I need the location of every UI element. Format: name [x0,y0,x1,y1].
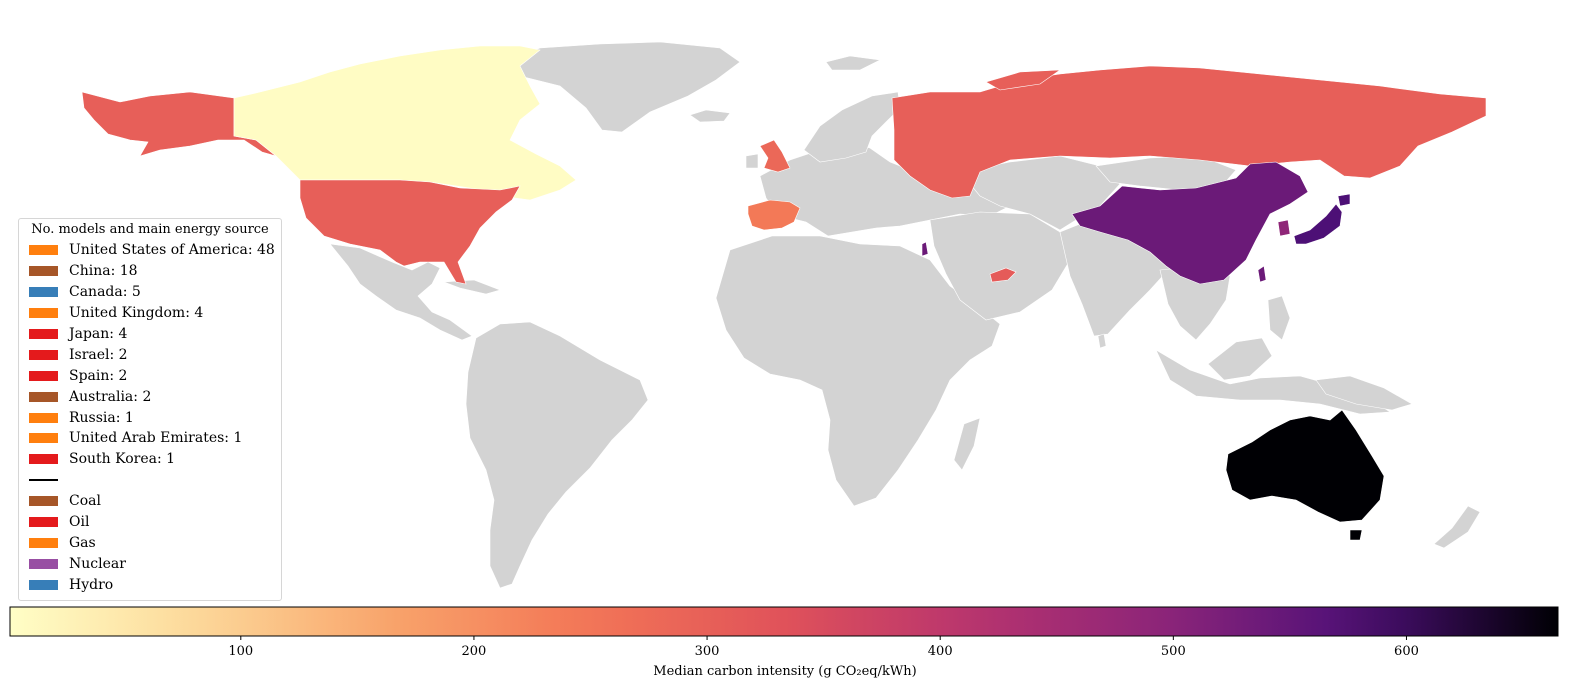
legend-source-swatch [29,579,58,590]
country-israel [921,241,929,257]
country-mexico-central-america [329,243,473,341]
legend-country-swatch [29,266,58,277]
legend-country-swatch [29,308,58,319]
legend-country-swatch [29,454,58,465]
country-south-america [465,321,649,589]
legend-source-label: Coal [69,493,101,510]
legend-country-swatch [29,287,58,298]
legend-source-entry: Nuclear [25,553,275,574]
colorbar: 100 200 300 400 500 600 [9,606,1559,659]
country-sri-lanka [1097,333,1107,349]
legend-country-entry: South Korea: 1 [25,449,275,470]
country-ireland [745,153,759,169]
legend-source-list: Coal Oil Gas Nuclear Hydro [25,491,275,595]
colorbar-tick-label: 400 [928,644,953,659]
country-russia [891,65,1487,199]
legend-country-label: Japan: 4 [69,326,128,342]
legend-country-label: Australia: 2 [69,388,152,405]
legend-country-entry: Spain: 2 [25,365,275,386]
country-svalbard [825,55,882,71]
legend-country-entry: Australia: 2 [25,386,275,407]
legend-country-list: United States of America: 48 China: 18 Can… [25,240,275,470]
landmasses [81,41,1487,589]
legend-title: No. models and main energy source [31,222,269,237]
legend-country-label: Canada: 5 [69,284,141,301]
country-australia [1225,409,1385,523]
country-south-korea [1277,219,1291,237]
country-japan [1293,193,1351,245]
legend-country-entry: United States of America: 48 [25,240,275,261]
legend-source-entry: Coal [25,491,275,512]
country-taiwan [1257,265,1267,283]
country-new-guinea [1315,375,1413,411]
country-uk [759,139,791,173]
country-tasmania [1349,529,1363,541]
legend-source-swatch [29,558,58,569]
colorbar-tick-label: 300 [695,644,720,659]
legend-source-entry: Hydro [25,574,275,595]
legend-country-label: Russia: 1 [69,409,134,426]
legend-country-swatch [29,245,58,256]
legend-country-entry: United Arab Emirates: 1 [25,428,275,449]
legend-country-entry: China: 18 [25,261,275,282]
country-philippines [1267,295,1291,341]
legend: No. models and main energy source United… [18,218,282,602]
legend-separator [25,470,275,491]
country-spain [747,199,801,231]
legend-country-label: Israel: 2 [69,346,128,363]
legend-country-swatch [29,370,58,381]
legend-country-label: United Arab Emirates: 1 [69,430,243,447]
country-iceland [689,109,731,123]
country-new-zealand [1433,505,1481,549]
country-russia-islands [985,69,1062,91]
legend-source-swatch [29,537,58,548]
country-china [1071,161,1309,285]
country-greenland [497,41,741,133]
legend-country-label: Spain: 2 [69,367,128,384]
country-middle-east [929,211,1071,321]
country-madagascar [953,417,981,471]
country-scandinavia [803,91,901,163]
colorbar-label: Median carbon intensity (g CO₂eq/kWh) [653,664,917,679]
country-usa [299,179,521,285]
country-africa [715,235,1001,507]
legend-country-label: China: 18 [69,263,138,280]
legend-country-label: United States of America: 48 [69,242,275,259]
legend-country-entry: United Kingdom: 4 [25,303,275,324]
colorbar-tick-label: 600 [1394,644,1419,659]
country-cuba [443,279,501,295]
country-borneo-sumatra [1207,337,1273,381]
legend-country-entry: Japan: 4 [25,324,275,345]
legend-source-swatch [29,517,58,528]
colorbar-tick-label: 100 [228,644,253,659]
colorbar-tick-label: 200 [462,644,487,659]
legend-country-swatch [29,412,58,423]
legend-country-swatch [29,349,58,360]
legend-country-swatch [29,329,58,339]
legend-source-label: Hydro [69,576,114,593]
legend-country-entry: Russia: 1 [25,407,275,428]
legend-country-label: United Kingdom: 4 [69,305,204,322]
legend-country-entry: Israel: 2 [25,344,275,365]
country-indonesia [1155,349,1391,415]
legend-source-swatch [29,496,58,507]
legend-source-entry: Gas [25,532,275,553]
legend-source-entry: Oil [25,512,275,533]
colorbar-gradient [9,606,1559,637]
legend-source-label: Nuclear [69,555,126,572]
legend-source-label: Gas [69,534,96,551]
country-alaska [81,91,277,157]
legend-country-swatch [29,391,58,402]
legend-source-label: Oil [69,514,90,531]
colorbar-tick-label: 500 [1161,644,1186,659]
legend-country-entry: Canada: 5 [25,282,275,303]
legend-country-swatch [29,433,58,444]
country-uae [989,267,1017,283]
legend-country-label: South Korea: 1 [69,451,176,468]
